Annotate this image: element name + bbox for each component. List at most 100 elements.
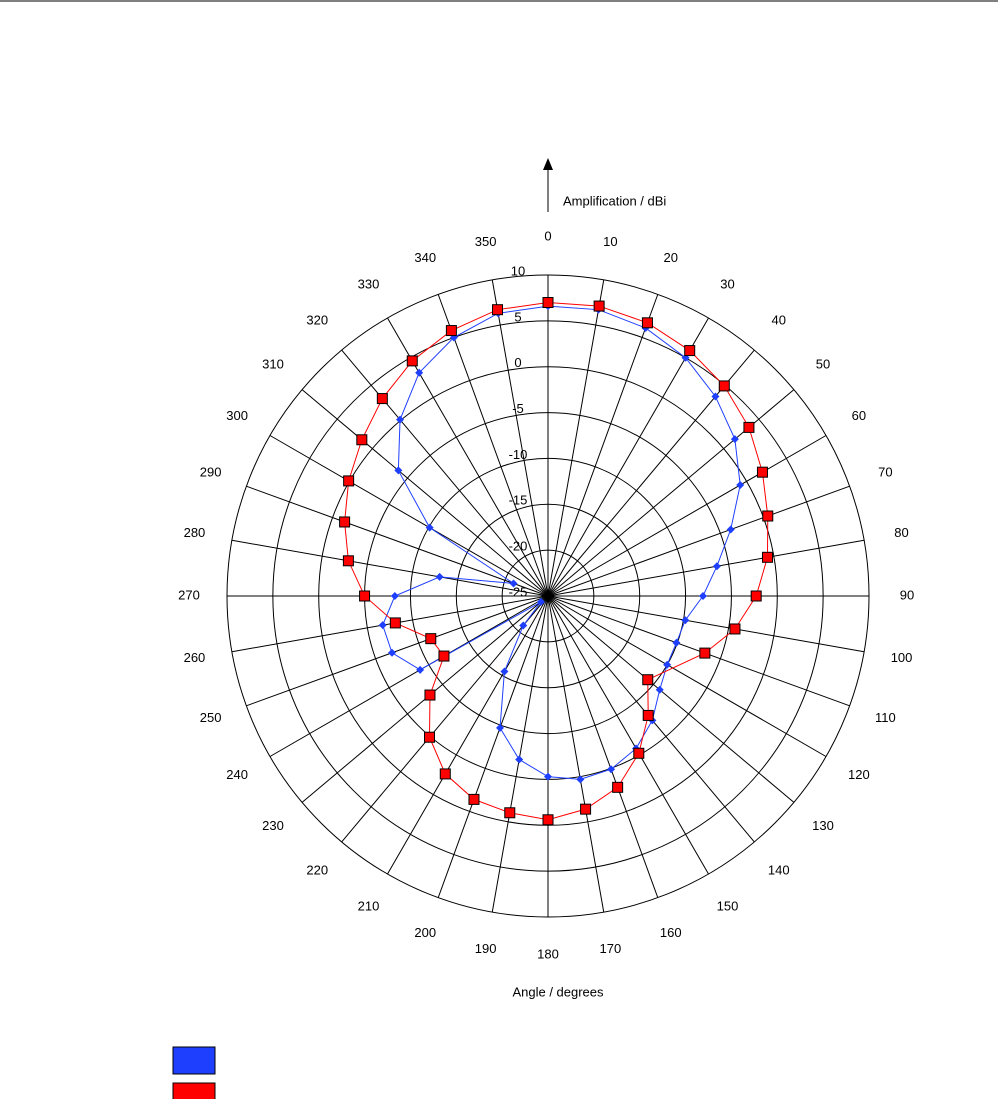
- theta-tick-label: 200: [414, 925, 436, 940]
- marker: [607, 765, 616, 774]
- marker: [743, 421, 755, 433]
- marker: [756, 466, 768, 478]
- theta-tick-label: 330: [358, 277, 380, 292]
- marker: [641, 317, 653, 329]
- marker: [736, 481, 745, 490]
- theta-tick-label: 50: [816, 357, 830, 372]
- marker: [394, 466, 403, 475]
- marker: [663, 660, 672, 669]
- spoke: [341, 595, 549, 843]
- marker: [684, 345, 696, 357]
- r-tick-label: 0: [514, 355, 521, 370]
- marker: [509, 579, 518, 588]
- theta-tick-label: 180: [537, 946, 559, 961]
- r-tick-label: 10: [511, 263, 525, 278]
- spoke: [547, 389, 795, 597]
- marker: [435, 572, 444, 581]
- spoke: [547, 279, 605, 597]
- marker: [612, 781, 624, 793]
- spoke: [269, 435, 549, 597]
- theta-tick-label: 140: [768, 862, 790, 877]
- theta-tick-label: 80: [894, 525, 908, 540]
- marker: [642, 709, 654, 721]
- marker: [424, 731, 436, 743]
- spoke: [547, 595, 795, 803]
- r-tick-label: -5: [512, 401, 524, 416]
- spoke: [387, 595, 549, 875]
- marker: [468, 793, 480, 805]
- spoke: [547, 595, 850, 707]
- marker: [542, 814, 554, 826]
- marker: [390, 592, 399, 600]
- marker: [542, 297, 554, 309]
- marker: [672, 638, 681, 647]
- spoke: [269, 595, 549, 757]
- series-line: [344, 302, 769, 821]
- theta-tick-label: 280: [184, 525, 206, 540]
- theta-tick-label: 190: [475, 941, 497, 956]
- theta-tick-label: 40: [772, 312, 786, 327]
- spoke: [547, 595, 659, 898]
- spoke: [246, 485, 549, 597]
- legend-swatch: [172, 1082, 216, 1099]
- spoke: [341, 349, 549, 597]
- marker: [492, 304, 504, 316]
- spoke: [491, 279, 549, 597]
- theta-tick-label: 220: [306, 862, 328, 877]
- theta-tick-label: 250: [200, 710, 222, 725]
- marker: [730, 435, 739, 444]
- spoke: [547, 539, 865, 597]
- r-tick-label: 5: [514, 309, 521, 324]
- marker: [726, 525, 735, 534]
- marker: [376, 393, 388, 405]
- theta-tick-label: 170: [599, 941, 621, 956]
- theta-tick-label: 270: [178, 587, 200, 602]
- theta-tick-label: 10: [603, 234, 617, 249]
- marker: [711, 392, 720, 401]
- marker: [544, 772, 552, 781]
- marker: [389, 617, 401, 629]
- marker: [496, 723, 505, 732]
- theta-axis-label: Angle / degrees: [512, 984, 604, 999]
- spoke: [547, 294, 659, 597]
- marker: [761, 551, 773, 563]
- theta-tick-label: 90: [900, 587, 914, 602]
- marker: [425, 633, 437, 645]
- r-tick-label: -25: [509, 584, 528, 599]
- theta-tick-label: 310: [262, 357, 284, 372]
- marker: [633, 747, 645, 759]
- series-line: [382, 305, 741, 780]
- marker: [424, 689, 436, 701]
- marker: [500, 667, 509, 676]
- theta-tick-label: 290: [200, 465, 222, 480]
- spoke: [301, 389, 549, 597]
- marker: [655, 685, 664, 694]
- theta-tick-label: 150: [717, 898, 739, 913]
- theta-tick-label: 110: [875, 710, 896, 725]
- r-axis-label: Amplification / dBi: [563, 193, 666, 208]
- marker: [718, 380, 730, 392]
- marker: [699, 647, 711, 659]
- r-tick-label: -10: [509, 447, 528, 462]
- marker: [593, 300, 605, 312]
- theta-tick-label: 130: [812, 818, 834, 833]
- marker: [750, 590, 762, 602]
- theta-tick-label: 210: [358, 898, 380, 913]
- marker: [698, 592, 707, 600]
- theta-tick-label: 120: [848, 767, 870, 782]
- theta-tick-label: 300: [226, 408, 248, 423]
- marker: [359, 590, 371, 602]
- marker: [681, 616, 690, 625]
- marker: [339, 516, 351, 528]
- theta-tick-label: 230: [262, 818, 284, 833]
- legend-swatch: [172, 1046, 216, 1075]
- spoke: [231, 539, 549, 597]
- marker: [519, 621, 528, 630]
- marker: [504, 807, 516, 819]
- spoke: [437, 294, 549, 597]
- marker: [342, 555, 354, 567]
- theta-tick-label: 160: [660, 925, 682, 940]
- marker: [580, 803, 592, 815]
- spoke: [547, 595, 605, 913]
